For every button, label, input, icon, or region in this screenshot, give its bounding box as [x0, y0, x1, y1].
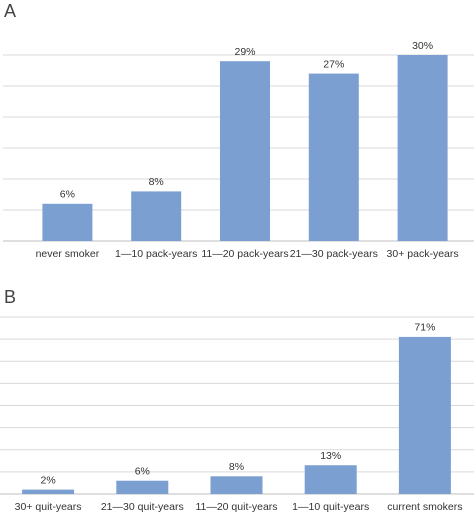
- bar: [308, 73, 359, 241]
- x-tick-label: never smoker: [36, 248, 100, 260]
- bar: [42, 203, 93, 241]
- x-tick-label: 21—30 pack-years: [290, 248, 378, 260]
- data-label: 29%: [234, 46, 255, 58]
- data-label: 13%: [320, 450, 341, 462]
- bar: [397, 55, 448, 241]
- bar: [22, 489, 75, 494]
- data-label: 8%: [149, 176, 164, 188]
- data-label: 71%: [414, 322, 435, 334]
- data-label: 8%: [229, 461, 244, 473]
- x-tick-label: current smokers: [387, 501, 462, 513]
- x-tick-label: 30+ quit-years: [15, 501, 82, 513]
- data-label: 6%: [60, 189, 75, 201]
- bar: [304, 465, 357, 494]
- data-label: 27%: [323, 58, 344, 70]
- bar: [398, 336, 451, 494]
- panel-title: B: [4, 287, 16, 307]
- bar: [116, 480, 169, 494]
- panel-title: A: [4, 1, 16, 21]
- bar: [131, 191, 182, 241]
- x-tick-label: 11—20 quit-years: [195, 501, 277, 513]
- data-label: 30%: [412, 40, 433, 52]
- data-label: 6%: [135, 466, 150, 478]
- x-tick-label: 21—30 quit-years: [101, 501, 184, 513]
- x-tick-label: 11—20 pack-years: [201, 248, 288, 260]
- data-label: 2%: [41, 474, 56, 486]
- bar: [210, 476, 263, 494]
- x-tick-label: 30+ pack-years: [387, 248, 459, 260]
- x-tick-label: 1—10 pack-years: [115, 248, 197, 260]
- x-tick-label: 1—10 quit-years: [292, 501, 369, 513]
- bar: [220, 61, 270, 242]
